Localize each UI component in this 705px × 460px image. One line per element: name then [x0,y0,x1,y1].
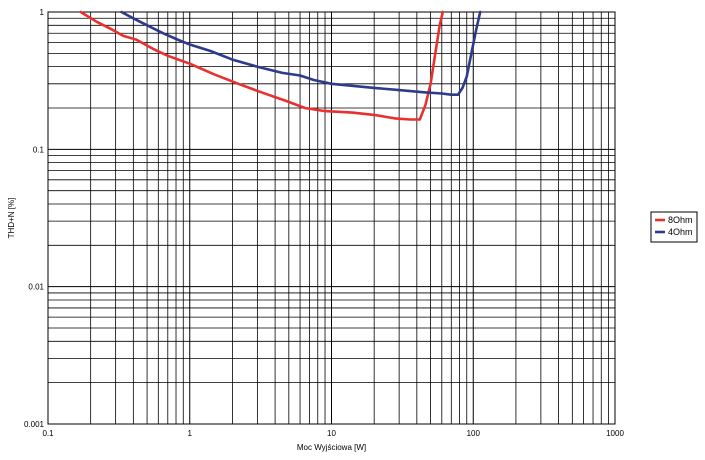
series-line-4ohm [120,10,482,96]
y-tick-label: 0.001 [24,420,45,429]
x-tick-label: 10 [327,429,336,438]
y-tick-label: 0.01 [28,283,44,292]
tick-labels: 0.1 1 10 100 1000 1 0.1 0.01 0.001 [24,8,624,438]
x-tick-label: 1 [188,429,193,438]
y-axis-title: THD+N [%] [7,198,16,239]
y-tick-label: 0.1 [33,145,45,154]
series-line-8ohm [79,10,445,121]
grid-lines [47,12,615,425]
plot-frame [47,11,616,425]
legend-label: 8Ohm [668,215,693,225]
x-tick-label: 0.1 [42,429,54,438]
series-layer [79,10,482,121]
x-tick-label: 100 [467,429,481,438]
legend: 8Ohm 4Ohm [650,211,698,243]
y-tick-label: 1 [40,8,45,17]
x-axis-title: Moc Wyjściowa [W] [297,443,366,452]
legend-label: 4Ohm [668,227,693,237]
x-tick-label: 1000 [606,429,624,438]
legend-box [650,211,698,243]
